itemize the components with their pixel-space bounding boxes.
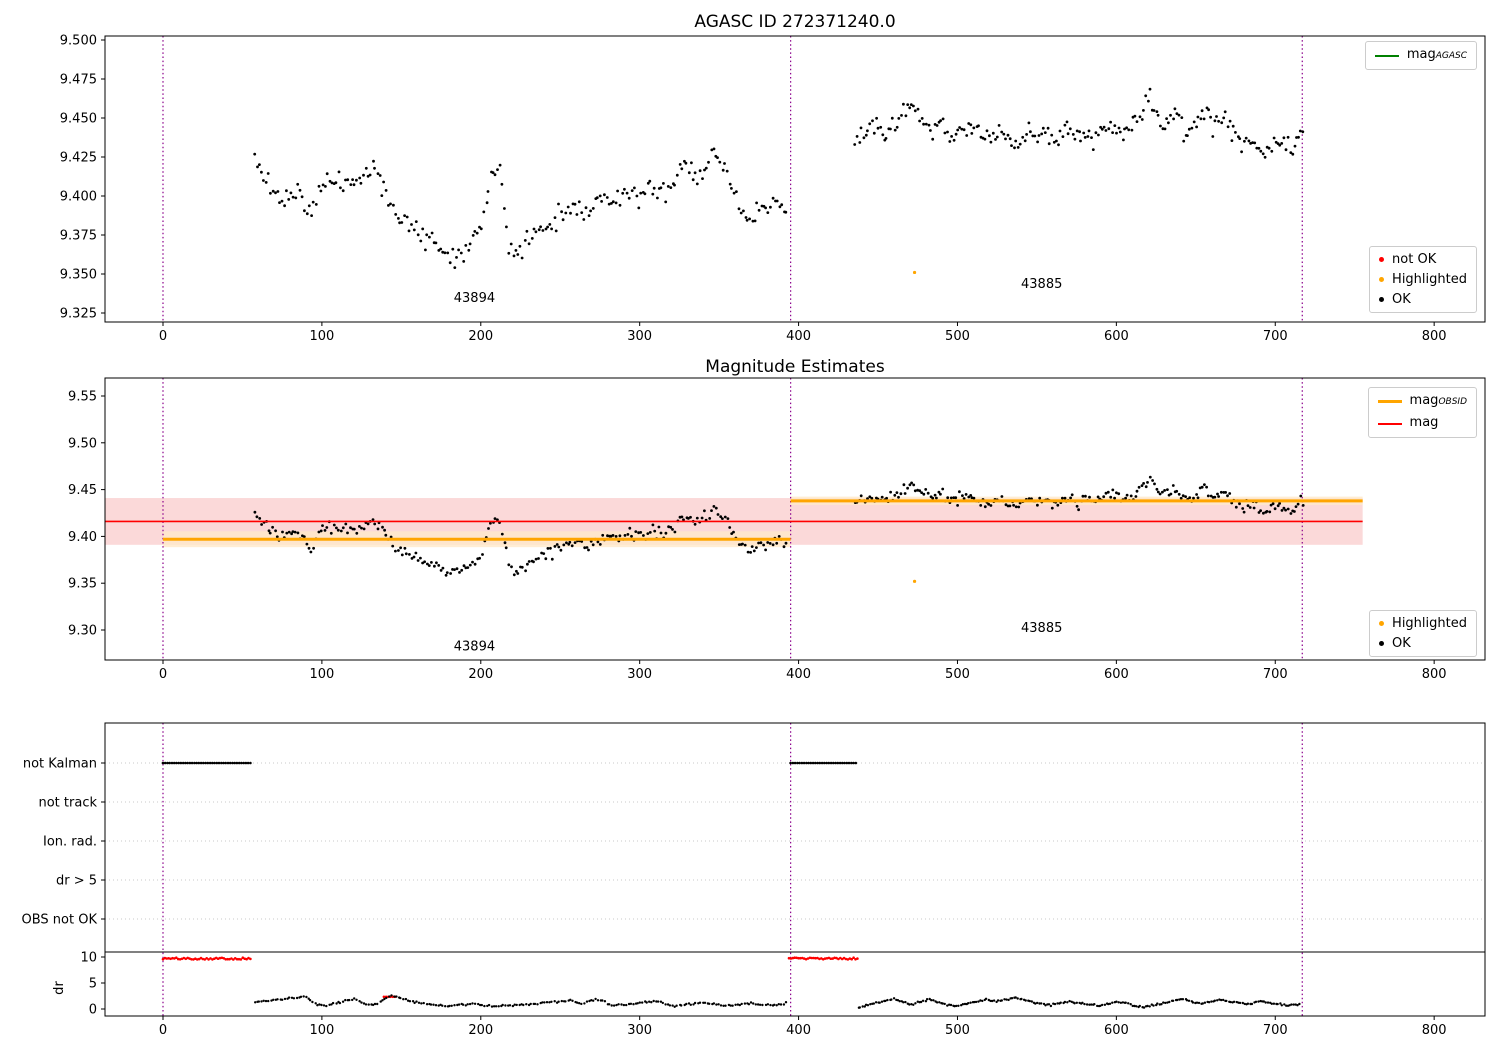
svg-text:9.35: 9.35 — [68, 577, 97, 592]
svg-text:9.400: 9.400 — [60, 189, 97, 204]
legend-label: magAGASC — [1406, 47, 1467, 62]
plot2-ok-points — [253, 475, 1305, 577]
plot2-line-legend: magOBSID mag — [1367, 387, 1477, 438]
legend-label: not OK — [1392, 252, 1437, 267]
legend-label: OK — [1392, 292, 1411, 307]
svg-text:9.375: 9.375 — [60, 228, 97, 243]
svg-text:600: 600 — [1104, 1023, 1129, 1038]
legend-label: OK — [1392, 636, 1411, 651]
svg-text:100: 100 — [309, 329, 334, 344]
plot2: 0 100 200 300 400 500 600 700 800 9.55 9.50 9.45 9.4… — [68, 377, 1486, 682]
legend-label: magOBSID — [1409, 393, 1467, 408]
dr-clipped-red-points — [161, 956, 859, 999]
svg-text:800: 800 — [1422, 1023, 1447, 1038]
svg-text:400: 400 — [786, 667, 811, 682]
svg-text:200: 200 — [468, 329, 493, 344]
legend-item-not-ok: not OK — [1379, 252, 1467, 267]
ok-marker — [1379, 297, 1385, 302]
plot2-title: Magnitude Estimates — [705, 357, 885, 377]
svg-text:43894: 43894 — [454, 640, 495, 655]
legend-item-mag-obsid: magOBSID — [1377, 393, 1467, 410]
svg-text:9.55: 9.55 — [68, 389, 97, 404]
svg-text:9.40: 9.40 — [68, 530, 97, 545]
svg-text:0: 0 — [159, 329, 167, 344]
plot1-line-legend: magAGASC — [1364, 41, 1477, 70]
plot1-title: AGASC ID 272371240.0 — [694, 12, 896, 32]
svg-text:500: 500 — [945, 1023, 970, 1038]
svg-text:9.325: 9.325 — [60, 306, 97, 321]
plot3: not Kalman not track Ion. rad. dr > 5 OBS no… — [22, 722, 1486, 1038]
mag-obsid-line-swatch — [1377, 400, 1402, 403]
svg-text:500: 500 — [945, 667, 970, 682]
svg-text:9.475: 9.475 — [60, 72, 97, 87]
svg-text:200: 200 — [468, 667, 493, 682]
svg-text:600: 600 — [1104, 329, 1129, 344]
svg-text:500: 500 — [945, 329, 970, 344]
legend-item-mag-agasc: magAGASC — [1374, 47, 1467, 64]
svg-text:100: 100 — [309, 1023, 334, 1038]
mag-line-swatch — [1377, 422, 1402, 425]
svg-text:100: 100 — [309, 667, 334, 682]
legend-item-mag: mag — [1377, 415, 1467, 432]
plot1-ok-points — [253, 87, 1305, 269]
dr-points — [254, 994, 1301, 1009]
svg-text:9.50: 9.50 — [68, 436, 97, 451]
highlighted-marker — [1379, 621, 1385, 626]
svg-text:800: 800 — [1422, 667, 1447, 682]
svg-text:9.425: 9.425 — [60, 150, 97, 165]
svg-text:700: 700 — [1263, 329, 1288, 344]
svg-text:200: 200 — [468, 1023, 493, 1038]
legend-item-ok: OK — [1379, 292, 1467, 307]
highlighted-marker — [1379, 277, 1385, 282]
svg-text:400: 400 — [786, 329, 811, 344]
svg-text:700: 700 — [1263, 1023, 1288, 1038]
svg-text:not Kalman: not Kalman — [23, 757, 97, 772]
plot1: 0 100 200 300 400 500 600 700 800 9.500 9.475 9.450… — [60, 33, 1486, 344]
not-kalman-points — [161, 761, 858, 765]
svg-text:43894: 43894 — [454, 291, 495, 306]
svg-text:700: 700 — [1263, 667, 1288, 682]
svg-text:0: 0 — [159, 1023, 167, 1038]
svg-text:400: 400 — [786, 1023, 811, 1038]
plot2-marker-legend: Highlighted OK — [1369, 610, 1477, 657]
svg-text:10: 10 — [80, 951, 97, 966]
svg-text:9.500: 9.500 — [60, 33, 97, 48]
svg-text:9.450: 9.450 — [60, 111, 97, 126]
svg-text:600: 600 — [1104, 667, 1129, 682]
legend-label: Highlighted — [1392, 616, 1467, 631]
dr-axis-label: dr — [52, 981, 67, 995]
legend-label: Highlighted — [1392, 272, 1467, 287]
svg-text:0: 0 — [89, 1003, 97, 1018]
svg-text:dr > 5: dr > 5 — [56, 874, 97, 889]
svg-text:800: 800 — [1422, 329, 1447, 344]
highlighted-point — [912, 579, 917, 583]
svg-text:300: 300 — [627, 329, 652, 344]
svg-text:5: 5 — [89, 977, 97, 992]
svg-text:not track: not track — [38, 796, 97, 811]
svg-text:9.45: 9.45 — [68, 483, 97, 498]
highlighted-point — [912, 270, 917, 275]
legend-item-highlighted: Highlighted — [1379, 616, 1467, 631]
svg-text:43885: 43885 — [1021, 621, 1062, 636]
svg-text:OBS not OK: OBS not OK — [22, 913, 98, 928]
legend-item-ok: OK — [1379, 636, 1467, 651]
svg-text:9.350: 9.350 — [60, 267, 97, 282]
svg-text:43885: 43885 — [1021, 277, 1062, 292]
not-ok-marker — [1379, 257, 1385, 262]
svg-text:0: 0 — [159, 667, 167, 682]
legend-item-highlighted: Highlighted — [1379, 272, 1467, 287]
mag-agasc-line-swatch — [1374, 54, 1399, 57]
svg-text:9.30: 9.30 — [68, 624, 97, 639]
legend-label: mag — [1409, 415, 1439, 430]
plot1-marker-legend: not OK Highlighted OK — [1369, 246, 1477, 313]
svg-text:300: 300 — [627, 1023, 652, 1038]
ok-marker — [1379, 641, 1385, 646]
svg-text:300: 300 — [627, 667, 652, 682]
svg-text:Ion. rad.: Ion. rad. — [43, 835, 97, 850]
